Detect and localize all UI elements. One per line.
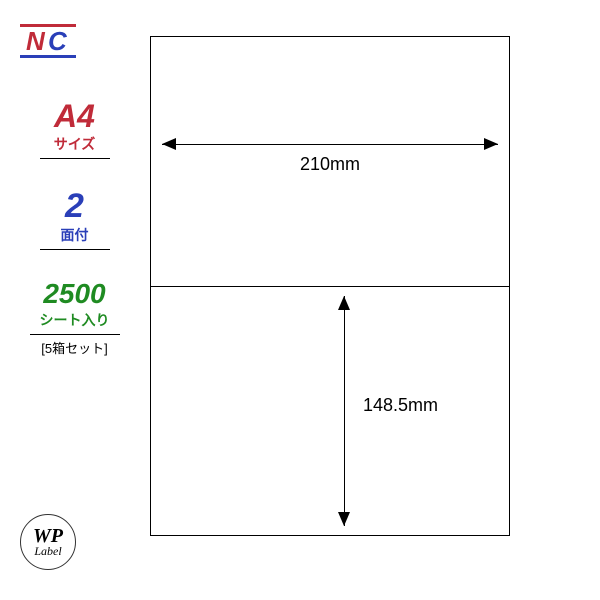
spec-sheets-sub: シート入り: [22, 310, 127, 330]
spec-sheets-value: 2500: [22, 280, 127, 308]
spec-size-value: A4: [22, 100, 127, 132]
spec-divider: [30, 334, 120, 335]
spec-faces-sub: 面付: [22, 225, 127, 245]
wp-label-badge: WP Label: [20, 514, 76, 570]
spec-faces: 2 面付: [22, 189, 127, 250]
dimension-height-label: 148.5mm: [363, 395, 438, 416]
label-sheet-split-line: [151, 286, 509, 287]
spec-size: A4 サイズ: [22, 100, 127, 159]
dimension-height-arrow: [330, 296, 360, 526]
svg-text:C: C: [48, 26, 68, 56]
wp-label-top: WP: [33, 527, 63, 545]
nc-logo: N C: [18, 18, 78, 64]
svg-text:N: N: [26, 26, 46, 56]
spec-divider: [40, 249, 110, 250]
spec-size-sub: サイズ: [22, 134, 127, 154]
wp-label-bottom: Label: [34, 545, 61, 557]
spec-faces-value: 2: [22, 189, 127, 223]
spec-sheets: 2500 シート入り [5箱セット]: [22, 280, 127, 357]
spec-divider: [40, 158, 110, 159]
dimension-width-label: 210mm: [150, 154, 510, 175]
spec-column: A4 サイズ 2 面付 2500 シート入り [5箱セット]: [22, 100, 127, 387]
spec-sheets-sub2: [5箱セット]: [22, 338, 127, 357]
